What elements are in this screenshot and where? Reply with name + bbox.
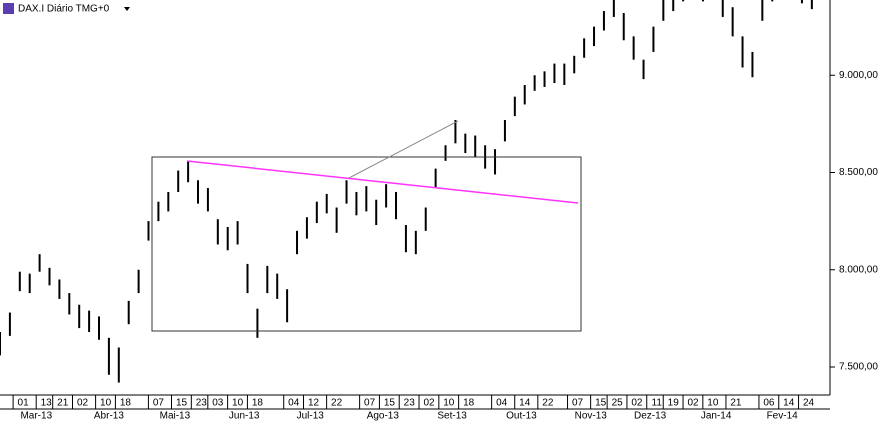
month-label: Ago-13 bbox=[367, 411, 400, 422]
month-label: Fev-14 bbox=[767, 411, 799, 422]
x-tick-label: 10 bbox=[232, 398, 244, 409]
x-tick-label: 14 bbox=[519, 398, 531, 409]
x-tick-label: 07 bbox=[153, 398, 165, 409]
trend-line bbox=[186, 160, 579, 204]
x-tick-label: 10 bbox=[443, 398, 455, 409]
x-tick-label: 12 bbox=[308, 398, 320, 409]
x-tick-label: 04 bbox=[288, 398, 300, 409]
x-tick-label: 07 bbox=[364, 398, 376, 409]
month-label: Abr-13 bbox=[94, 411, 124, 422]
x-tick-label: 19 bbox=[668, 398, 680, 409]
x-tick-label: 02 bbox=[77, 398, 89, 409]
x-tick-label: 23 bbox=[196, 398, 208, 409]
x-tick-label: 15 bbox=[176, 398, 188, 409]
x-tick-label: 02 bbox=[423, 398, 435, 409]
month-label: Jun-13 bbox=[229, 411, 260, 422]
x-tick-label: 03 bbox=[212, 398, 224, 409]
month-label: Jul-13 bbox=[297, 411, 325, 422]
x-tick-label: 07 bbox=[572, 398, 584, 409]
x-tick-label: 13 bbox=[41, 398, 53, 409]
month-label: Set-13 bbox=[437, 411, 467, 422]
trend-line bbox=[348, 120, 459, 179]
x-tick-label: 15 bbox=[595, 398, 607, 409]
x-tick-label: 22 bbox=[331, 398, 343, 409]
x-tick-label: 06 bbox=[763, 398, 775, 409]
plot-area bbox=[0, 0, 813, 383]
y-tick-label: 7.500,00 bbox=[839, 362, 878, 373]
x-tick-label: 10 bbox=[707, 398, 719, 409]
symbol-icon bbox=[3, 3, 14, 14]
x-tick-label: 18 bbox=[120, 398, 132, 409]
y-tick-label: 8.500,00 bbox=[839, 167, 878, 178]
y-tick-label: 8.000,00 bbox=[839, 264, 878, 275]
x-tick-label: 14 bbox=[783, 398, 795, 409]
dropdown-arrow[interactable] bbox=[124, 7, 130, 11]
y-tick-label: 9.000,00 bbox=[839, 70, 878, 81]
x-tick-label: 18 bbox=[252, 398, 264, 409]
x-tick-label: 21 bbox=[730, 398, 742, 409]
annotation-box bbox=[151, 156, 582, 332]
month-label: Out-13 bbox=[506, 411, 537, 422]
x-tick-label: 02 bbox=[631, 398, 643, 409]
x-tick-label: 15 bbox=[384, 398, 396, 409]
month-label: Dez-13 bbox=[634, 411, 667, 422]
x-tick-label: 02 bbox=[687, 398, 699, 409]
x-tick-label: 24 bbox=[803, 398, 815, 409]
month-label: Mar-13 bbox=[20, 411, 52, 422]
month-label: Mai-13 bbox=[160, 411, 191, 422]
x-tick-label: 11 bbox=[652, 398, 663, 409]
chart-title: DAX.I Diário TMG+0 bbox=[18, 4, 110, 15]
x-tick-label: 04 bbox=[496, 398, 508, 409]
x-tick-label: 25 bbox=[612, 398, 624, 409]
month-label: Jan-14 bbox=[701, 411, 732, 422]
month-label: Nov-13 bbox=[575, 411, 608, 422]
x-tick-label: 21 bbox=[57, 398, 69, 409]
x-tick-label: 22 bbox=[542, 398, 554, 409]
x-tick-label: 10 bbox=[100, 398, 112, 409]
x-tick-label: 18 bbox=[463, 398, 475, 409]
x-tick-label: 01 bbox=[18, 398, 30, 409]
x-tick-label: 23 bbox=[404, 398, 416, 409]
